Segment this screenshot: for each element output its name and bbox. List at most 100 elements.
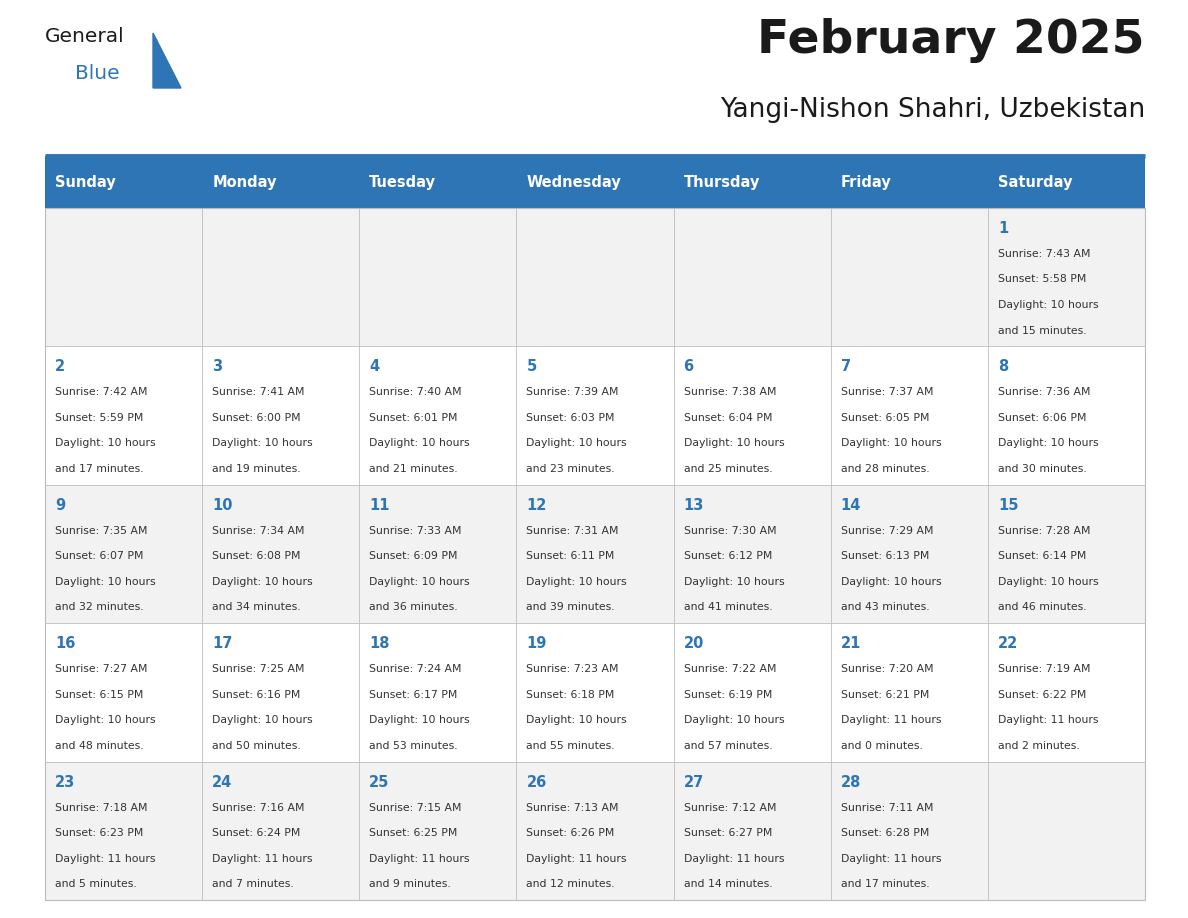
Text: and 46 minutes.: and 46 minutes. <box>998 602 1087 612</box>
Text: Sunrise: 7:19 AM: Sunrise: 7:19 AM <box>998 665 1091 674</box>
Text: February 2025: February 2025 <box>758 18 1145 63</box>
Text: Daylight: 10 hours: Daylight: 10 hours <box>841 439 941 448</box>
Text: and 0 minutes.: and 0 minutes. <box>841 741 923 751</box>
Text: Daylight: 10 hours: Daylight: 10 hours <box>55 577 156 587</box>
Bar <box>45 485 202 623</box>
Text: and 32 minutes.: and 32 minutes. <box>55 602 144 612</box>
Text: and 50 minutes.: and 50 minutes. <box>213 741 301 751</box>
Text: Sunrise: 7:27 AM: Sunrise: 7:27 AM <box>55 665 147 674</box>
Bar <box>359 156 517 208</box>
Bar <box>359 762 517 900</box>
Text: 23: 23 <box>55 775 75 789</box>
Text: Daylight: 10 hours: Daylight: 10 hours <box>369 577 470 587</box>
Text: and 48 minutes.: and 48 minutes. <box>55 741 144 751</box>
Text: Daylight: 10 hours: Daylight: 10 hours <box>841 577 941 587</box>
Bar <box>202 346 359 485</box>
Text: 3: 3 <box>213 360 222 375</box>
Text: Sunrise: 7:38 AM: Sunrise: 7:38 AM <box>683 387 776 397</box>
Text: Sunset: 6:24 PM: Sunset: 6:24 PM <box>213 828 301 838</box>
Text: Daylight: 10 hours: Daylight: 10 hours <box>998 300 1099 310</box>
Bar <box>988 485 1145 623</box>
Text: and 9 minutes.: and 9 minutes. <box>369 879 451 890</box>
Text: Daylight: 10 hours: Daylight: 10 hours <box>998 577 1099 587</box>
Text: Blue: Blue <box>75 64 120 83</box>
Text: Sunrise: 7:37 AM: Sunrise: 7:37 AM <box>841 387 934 397</box>
Text: Daylight: 10 hours: Daylight: 10 hours <box>998 439 1099 448</box>
Bar <box>674 485 830 623</box>
Text: Sunrise: 7:24 AM: Sunrise: 7:24 AM <box>369 665 462 674</box>
Text: and 21 minutes.: and 21 minutes. <box>369 464 457 474</box>
Text: Daylight: 11 hours: Daylight: 11 hours <box>369 854 469 864</box>
Bar <box>45 346 202 485</box>
Bar <box>674 346 830 485</box>
Text: and 23 minutes.: and 23 minutes. <box>526 464 615 474</box>
Bar <box>517 346 674 485</box>
Bar <box>988 762 1145 900</box>
Text: General: General <box>45 27 125 46</box>
Bar <box>830 208 988 346</box>
Text: Sunset: 6:23 PM: Sunset: 6:23 PM <box>55 828 144 838</box>
Bar <box>988 208 1145 346</box>
Text: Tuesday: Tuesday <box>369 174 436 189</box>
Text: Sunrise: 7:15 AM: Sunrise: 7:15 AM <box>369 802 462 812</box>
Text: and 57 minutes.: and 57 minutes. <box>683 741 772 751</box>
Text: 24: 24 <box>213 775 233 789</box>
Bar <box>202 623 359 762</box>
Text: Sunrise: 7:29 AM: Sunrise: 7:29 AM <box>841 526 934 536</box>
Text: Sunrise: 7:22 AM: Sunrise: 7:22 AM <box>683 665 776 674</box>
Text: and 43 minutes.: and 43 minutes. <box>841 602 929 612</box>
Text: Daylight: 11 hours: Daylight: 11 hours <box>526 854 627 864</box>
Text: Daylight: 10 hours: Daylight: 10 hours <box>683 715 784 725</box>
Text: Sunset: 6:08 PM: Sunset: 6:08 PM <box>213 552 301 561</box>
Bar <box>202 762 359 900</box>
Text: Daylight: 10 hours: Daylight: 10 hours <box>55 715 156 725</box>
Text: and 17 minutes.: and 17 minutes. <box>841 879 929 890</box>
Text: 14: 14 <box>841 498 861 513</box>
Text: 8: 8 <box>998 360 1009 375</box>
Text: and 17 minutes.: and 17 minutes. <box>55 464 144 474</box>
Text: Sunset: 6:21 PM: Sunset: 6:21 PM <box>841 689 929 700</box>
Text: and 39 minutes.: and 39 minutes. <box>526 602 615 612</box>
Text: Sunset: 6:28 PM: Sunset: 6:28 PM <box>841 828 929 838</box>
Text: 11: 11 <box>369 498 390 513</box>
Bar <box>674 762 830 900</box>
Text: Sunset: 5:59 PM: Sunset: 5:59 PM <box>55 413 144 423</box>
Bar <box>517 485 674 623</box>
Bar <box>830 623 988 762</box>
Text: Sunset: 6:03 PM: Sunset: 6:03 PM <box>526 413 615 423</box>
Text: Thursday: Thursday <box>683 174 760 189</box>
Text: and 14 minutes.: and 14 minutes. <box>683 879 772 890</box>
Text: Daylight: 11 hours: Daylight: 11 hours <box>213 854 312 864</box>
Text: Sunset: 6:14 PM: Sunset: 6:14 PM <box>998 552 1086 561</box>
Bar <box>988 346 1145 485</box>
Text: 18: 18 <box>369 636 390 651</box>
Text: and 15 minutes.: and 15 minutes. <box>998 326 1087 335</box>
Bar <box>45 156 202 208</box>
Text: 10: 10 <box>213 498 233 513</box>
Text: Sunset: 6:11 PM: Sunset: 6:11 PM <box>526 552 615 561</box>
Text: and 55 minutes.: and 55 minutes. <box>526 741 615 751</box>
Text: Sunset: 6:12 PM: Sunset: 6:12 PM <box>683 552 772 561</box>
Text: Daylight: 10 hours: Daylight: 10 hours <box>55 439 156 448</box>
Text: 19: 19 <box>526 636 546 651</box>
Text: 12: 12 <box>526 498 546 513</box>
Text: Sunrise: 7:12 AM: Sunrise: 7:12 AM <box>683 802 776 812</box>
Bar <box>674 623 830 762</box>
Text: Sunday: Sunday <box>55 174 115 189</box>
Text: Sunset: 6:22 PM: Sunset: 6:22 PM <box>998 689 1086 700</box>
Text: Sunset: 5:58 PM: Sunset: 5:58 PM <box>998 274 1086 285</box>
Text: Sunrise: 7:18 AM: Sunrise: 7:18 AM <box>55 802 147 812</box>
Text: Daylight: 10 hours: Daylight: 10 hours <box>369 439 470 448</box>
Text: 21: 21 <box>841 636 861 651</box>
Text: Daylight: 10 hours: Daylight: 10 hours <box>526 715 627 725</box>
Text: Daylight: 10 hours: Daylight: 10 hours <box>213 577 312 587</box>
Text: Sunset: 6:00 PM: Sunset: 6:00 PM <box>213 413 301 423</box>
Text: Sunset: 6:05 PM: Sunset: 6:05 PM <box>841 413 929 423</box>
Text: 13: 13 <box>683 498 704 513</box>
Text: and 41 minutes.: and 41 minutes. <box>683 602 772 612</box>
Text: Daylight: 11 hours: Daylight: 11 hours <box>841 854 941 864</box>
Text: and 30 minutes.: and 30 minutes. <box>998 464 1087 474</box>
Text: Sunset: 6:18 PM: Sunset: 6:18 PM <box>526 689 615 700</box>
Text: Sunset: 6:17 PM: Sunset: 6:17 PM <box>369 689 457 700</box>
Text: 25: 25 <box>369 775 390 789</box>
